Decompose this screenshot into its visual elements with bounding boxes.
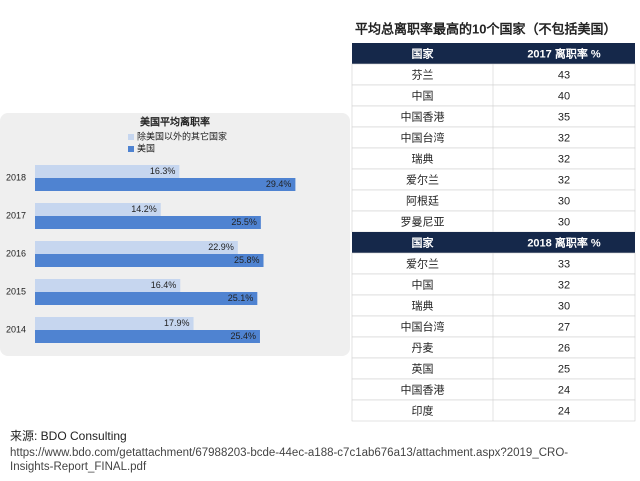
y-tick-label: 2014 — [6, 324, 26, 334]
table-cell: 26 — [558, 342, 570, 354]
legend-swatch — [128, 146, 134, 152]
data-label: 16.3% — [150, 166, 176, 176]
data-label: 16.4% — [151, 280, 177, 290]
table-row — [351, 357, 636, 380]
data-label: 22.9% — [208, 242, 234, 252]
bar — [35, 178, 296, 191]
table-cell: 芬兰 — [412, 68, 434, 81]
table-row — [351, 168, 636, 191]
table-cell: 32 — [558, 153, 570, 165]
data-label: 25.4% — [230, 331, 256, 341]
table-cell: 瑞典 — [412, 151, 434, 165]
table-cell: 中国香港 — [401, 110, 445, 123]
source-url: https://www.bdo.com/getattachment/679882… — [10, 447, 568, 459]
table-cell: 中国香港 — [401, 383, 445, 396]
table-cell: 30 — [558, 300, 570, 312]
legend-label: 除美国以外的其它国家 — [137, 130, 227, 141]
table-row — [351, 378, 636, 401]
data-label: 14.2% — [131, 204, 157, 214]
table-cell: 丹麦 — [412, 341, 434, 354]
table-cell: 中国台湾 — [401, 130, 445, 144]
table-cell: 爱尔兰 — [406, 173, 439, 186]
table-row — [351, 336, 636, 359]
table-row — [351, 105, 636, 128]
table-cell: 43 — [558, 69, 570, 81]
source-label: 来源: BDO Consulting — [10, 429, 127, 443]
table-row — [351, 315, 636, 338]
table-cell: 27 — [558, 321, 570, 333]
data-label: 25.5% — [231, 217, 257, 227]
y-tick-label: 2017 — [6, 210, 26, 220]
table-cell: 25 — [558, 363, 570, 375]
bar — [35, 241, 238, 254]
bar — [35, 165, 180, 178]
table-cell: 30 — [558, 195, 570, 207]
bar — [35, 317, 194, 330]
table-row — [351, 126, 636, 149]
table-cell: 印度 — [412, 403, 434, 417]
chart-title: 美国平均离职率 — [140, 116, 210, 129]
table-cell: 中国 — [412, 278, 434, 291]
y-tick-label: 2016 — [6, 248, 26, 258]
table-row — [351, 294, 636, 317]
table-cell: 32 — [558, 132, 570, 144]
bar — [35, 216, 261, 229]
table-header: 2018 离职率 % — [527, 235, 601, 249]
table-cell: 中国 — [412, 89, 434, 102]
data-label: 25.8% — [234, 255, 260, 265]
legend-swatch — [128, 134, 134, 140]
table-cell: 中国台湾 — [401, 319, 445, 333]
bar — [35, 292, 258, 305]
table-cell: 33 — [558, 258, 570, 270]
table-header-bg — [352, 232, 635, 253]
table-cell: 罗曼尼亚 — [401, 215, 445, 228]
table-row — [351, 63, 636, 86]
table-cell: 40 — [558, 90, 570, 102]
table-row — [351, 273, 636, 296]
bar — [35, 330, 260, 343]
table-row — [351, 399, 636, 422]
table-header: 国家 — [412, 235, 435, 249]
table-cell: 30 — [558, 216, 570, 228]
table-header: 2017 离职率 % — [527, 46, 601, 60]
table-cell: 32 — [558, 279, 570, 291]
table-row — [351, 252, 636, 275]
y-tick-label: 2018 — [6, 172, 26, 182]
table-cell: 35 — [558, 111, 570, 123]
data-label: 25.1% — [228, 293, 254, 303]
table-cell: 阿根廷 — [406, 193, 439, 207]
table-header-bg — [352, 43, 635, 64]
bar — [35, 203, 161, 216]
bar — [35, 254, 264, 267]
source-url: Insights-Report_FINAL.pdf — [10, 461, 147, 473]
table-header: 国家 — [412, 46, 435, 60]
table-row — [351, 84, 636, 107]
legend-label: 美国 — [137, 142, 155, 153]
data-label: 29.4% — [266, 179, 292, 189]
table-cell: 瑞典 — [412, 298, 434, 312]
table-cell: 24 — [558, 405, 570, 417]
table-row — [351, 189, 636, 212]
table-cell: 24 — [558, 384, 570, 396]
y-tick-label: 2015 — [6, 286, 26, 296]
table-cell: 32 — [558, 174, 570, 186]
bar — [35, 279, 181, 292]
table-cell: 英国 — [412, 361, 434, 375]
table-row — [351, 210, 636, 233]
table-row — [351, 147, 636, 170]
data-label: 17.9% — [164, 318, 190, 328]
table-title: 平均总离职率最高的10个国家（不包括美国） — [355, 21, 616, 36]
table-cell: 爱尔兰 — [406, 257, 439, 270]
